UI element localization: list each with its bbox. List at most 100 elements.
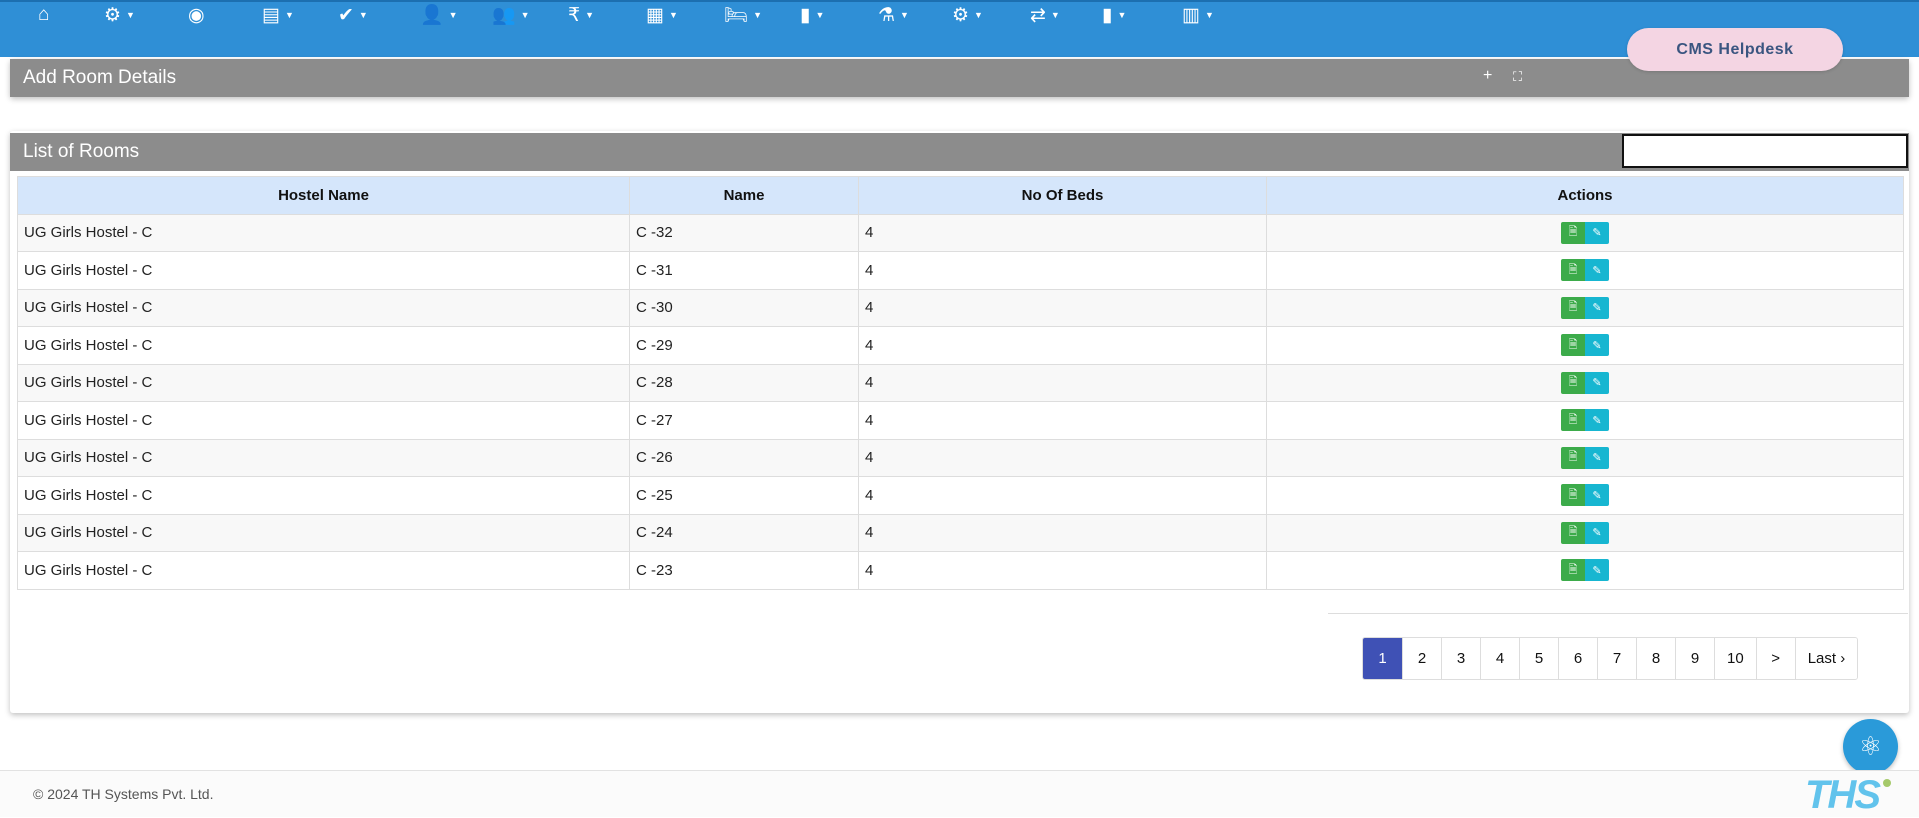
no-of-beds-cell: 4 [858, 213, 1267, 252]
page-10-button[interactable]: 10 [1714, 638, 1756, 679]
nav-item-bed[interactable]: 🛏 ▼ [724, 4, 762, 26]
plus-icon[interactable]: + [1483, 67, 1493, 84]
nav-item-gear[interactable]: ⚙ ▼ [952, 4, 983, 26]
caret-down-icon: ▼ [974, 10, 983, 20]
no-of-beds-cell: 4 [858, 326, 1267, 365]
actions-cell: 🗎 ✎ [1266, 288, 1904, 327]
view-button[interactable]: 🗎 [1561, 484, 1585, 507]
room-name-cell: C -31 [629, 251, 859, 290]
edit-button[interactable]: ✎ [1585, 484, 1609, 507]
edit-button[interactable]: ✎ [1585, 371, 1609, 394]
nav-item-book[interactable]: ▮ ▼ [800, 4, 824, 26]
company-name: TH Systems Pvt. Ltd. [82, 786, 214, 802]
column-header-hostel-name[interactable]: Hostel Name [17, 176, 630, 215]
page-7-button[interactable]: 7 [1597, 638, 1636, 679]
view-button[interactable]: 🗎 [1561, 371, 1585, 394]
ths-logo: THS [1805, 773, 1891, 818]
pencil-icon: ✎ [1592, 302, 1602, 315]
edit-button[interactable]: ✎ [1585, 521, 1609, 544]
page-9-button[interactable]: 9 [1675, 638, 1714, 679]
actions-cell: 🗎 ✎ [1266, 363, 1904, 402]
room-name-cell: C -26 [629, 438, 859, 477]
edit-button[interactable]: ✎ [1585, 221, 1609, 244]
nav-item-dashboard[interactable]: ◉ [188, 4, 205, 26]
page-3-button[interactable]: 3 [1441, 638, 1480, 679]
view-button[interactable]: 🗎 [1561, 221, 1585, 244]
nav-item-cogs[interactable]: ⚙ ▼ [104, 4, 135, 26]
pagination: 1 2 3 4 5 6 7 8 9 10 > Last › [1362, 637, 1859, 680]
cms-helpdesk-button[interactable]: CMS Helpdesk [1627, 28, 1843, 71]
actions-cell: 🗎 ✎ [1266, 401, 1904, 440]
column-header-beds[interactable]: No Of Beds [858, 176, 1267, 215]
no-of-beds-cell: 4 [858, 438, 1267, 477]
view-button[interactable]: 🗎 [1561, 521, 1585, 544]
view-button[interactable]: 🗎 [1561, 296, 1585, 319]
floating-action-button[interactable]: ⚛ [1843, 719, 1898, 774]
edit-button[interactable]: ✎ [1585, 259, 1609, 282]
nav-item-file[interactable]: ▮ ▼ [1102, 4, 1126, 26]
column-header-name[interactable]: Name [629, 176, 859, 215]
pencil-icon: ✎ [1592, 339, 1602, 352]
page-1-button[interactable]: 1 [1363, 638, 1402, 679]
room-list-header: List of Rooms [10, 133, 1909, 171]
file-search-icon: 🗎 [1568, 563, 1578, 576]
file-icon: ▮ [1102, 4, 1113, 26]
edit-button[interactable]: ✎ [1585, 334, 1609, 357]
nav-item-document[interactable]: ▤ ▼ [262, 4, 294, 26]
footer: © 2024 TH Systems Pvt. Ltd. THS [0, 770, 1919, 817]
edit-button[interactable]: ✎ [1585, 296, 1609, 319]
file-search-icon: 🗎 [1568, 488, 1578, 501]
nav-item-user-doctor[interactable]: 👤 ▼ [420, 4, 458, 26]
caret-down-icon: ▼ [126, 10, 135, 20]
hostel-name-cell: UG Girls Hostel - C [17, 326, 630, 365]
view-button[interactable]: 🗎 [1561, 446, 1585, 469]
page-2-button[interactable]: 2 [1402, 638, 1441, 679]
caret-down-icon: ▼ [668, 10, 678, 20]
nav-item-home[interactable]: ⌂ [38, 4, 49, 26]
cogs-icon: ⚙ [104, 4, 122, 26]
edit-button[interactable]: ✎ [1585, 559, 1609, 582]
view-button[interactable]: 🗎 [1561, 559, 1585, 582]
page-6-button[interactable]: 6 [1558, 638, 1597, 679]
edit-button[interactable]: ✎ [1585, 409, 1609, 432]
view-button[interactable]: 🗎 [1561, 259, 1585, 282]
nav-item-bar-chart[interactable]: ▥ ▼ [1182, 4, 1214, 26]
file-search-icon: 🗎 [1568, 338, 1578, 351]
hostel-name-cell: UG Girls Hostel - C [17, 401, 630, 440]
user-doctor-icon: 👤 [420, 5, 444, 26]
book-icon: ▮ [800, 4, 811, 26]
gear-icon: ⚙ [952, 4, 970, 26]
nav-item-rupee[interactable]: ₹ ▼ [568, 4, 594, 26]
nav-item-newspaper[interactable]: ▦ ▼ [646, 4, 678, 26]
next-page-button[interactable]: > [1755, 638, 1795, 679]
room-name-cell: C -30 [629, 288, 859, 327]
page-8-button[interactable]: 8 [1636, 638, 1675, 679]
document-icon: ▤ [262, 4, 280, 26]
view-button[interactable]: 🗎 [1561, 409, 1585, 432]
page-4-button[interactable]: 4 [1480, 638, 1519, 679]
actions-cell: 🗎 ✎ [1266, 213, 1904, 252]
pencil-icon: ✎ [1592, 527, 1602, 540]
search-input[interactable] [1622, 134, 1908, 168]
page-5-button[interactable]: 5 [1519, 638, 1558, 679]
exchange-icon: ⇄ [1030, 4, 1046, 26]
fullscreen-icon[interactable]: ⛶ [1513, 69, 1523, 84]
nav-item-users[interactable]: 👥 ▼ [492, 4, 530, 26]
divider [1328, 613, 1908, 614]
file-search-icon: 🗎 [1568, 301, 1578, 314]
nav-item-check-circle[interactable]: ✔ ▼ [338, 4, 368, 26]
file-search-icon: 🗎 [1568, 226, 1578, 239]
view-button[interactable]: 🗎 [1561, 334, 1585, 357]
last-page-button[interactable]: Last › [1794, 638, 1858, 679]
edit-button[interactable]: ✎ [1585, 446, 1609, 469]
nav-item-exchange[interactable]: ⇄ ▼ [1030, 4, 1060, 26]
hostel-name-cell: UG Girls Hostel - C [17, 213, 630, 252]
pencil-icon: ✎ [1592, 452, 1602, 465]
nav-item-flask[interactable]: ⚗ ▼ [878, 4, 909, 26]
add-room-header[interactable]: Add Room Details [10, 59, 1909, 97]
dashboard-icon: ◉ [188, 4, 205, 26]
